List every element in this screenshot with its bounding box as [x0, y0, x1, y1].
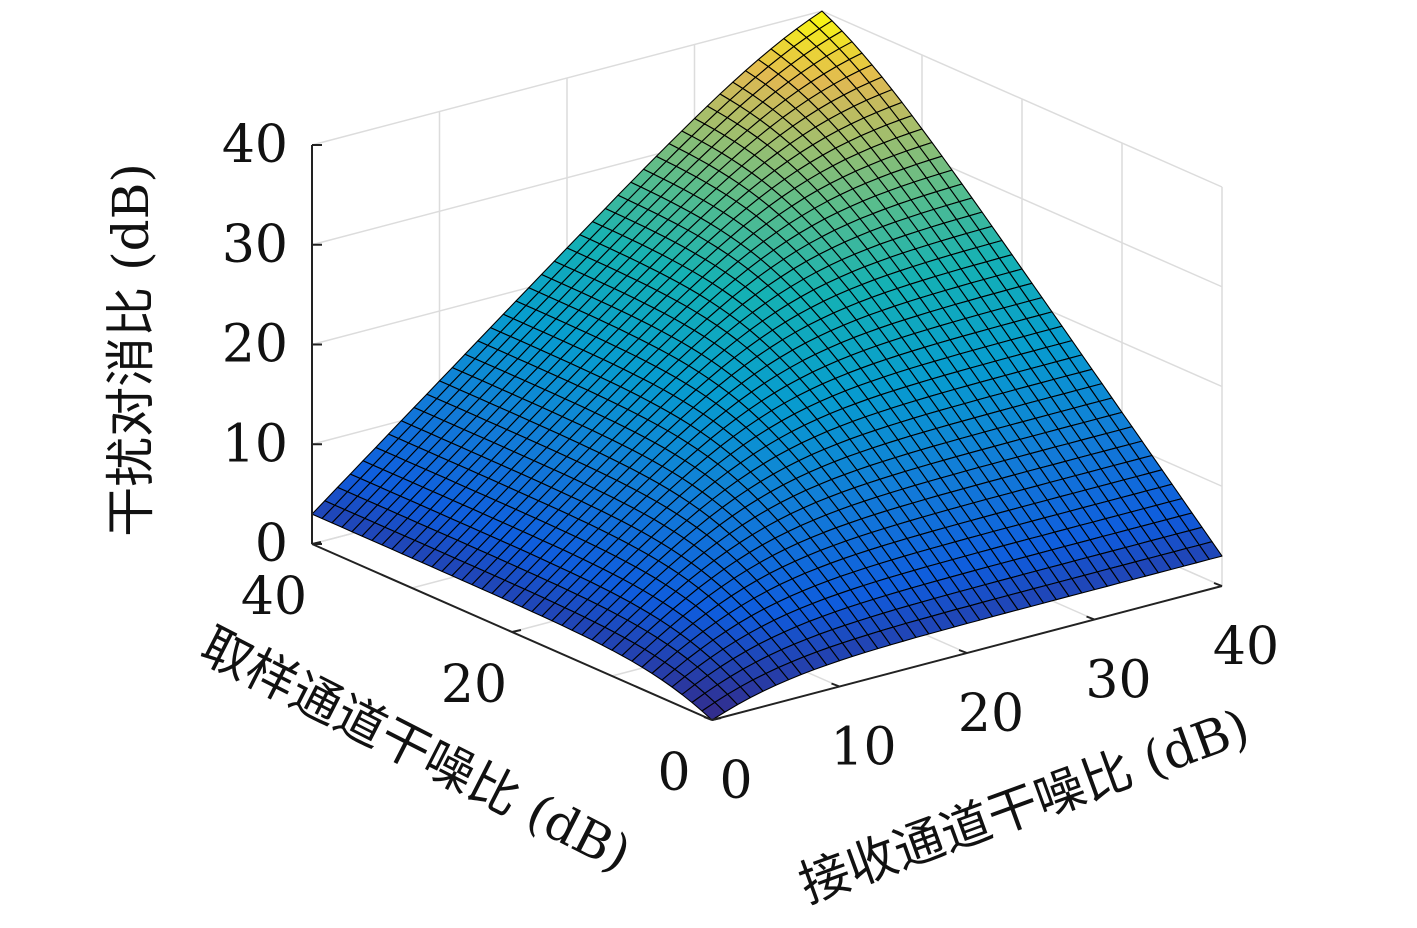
y-tick [511, 629, 522, 633]
x-tick-label: 0 [719, 751, 752, 811]
x-tick [1213, 582, 1223, 587]
x-tick [703, 716, 713, 721]
y-tick [711, 717, 722, 721]
y-tick-label: 40 [241, 567, 307, 627]
y-tick-label: 0 [657, 743, 690, 803]
y-axis-title: 取样通道干噪比 (dB) [192, 616, 640, 883]
y-tick [311, 541, 322, 545]
x-tick-label: 20 [958, 684, 1024, 744]
x-tick-label: 10 [830, 718, 896, 778]
z-tick-label: 10 [222, 414, 288, 474]
x-tick [831, 682, 840, 688]
x-tick-label: 40 [1213, 617, 1279, 677]
surface-mesh [311, 10, 1223, 721]
z-axis-title: 干扰对消比 (dB) [102, 163, 160, 537]
z-tick-label: 20 [222, 315, 288, 375]
z-tick-label: 0 [255, 514, 288, 574]
x-tick [1086, 615, 1095, 621]
axes [311, 144, 1223, 721]
z-tick-label: 30 [222, 215, 288, 275]
x-tick-label: 30 [1085, 651, 1151, 711]
y-tick-label: 20 [441, 655, 507, 715]
x-tick [958, 649, 968, 654]
surface-cell [701, 701, 726, 721]
z-tick-label: 40 [222, 115, 288, 175]
